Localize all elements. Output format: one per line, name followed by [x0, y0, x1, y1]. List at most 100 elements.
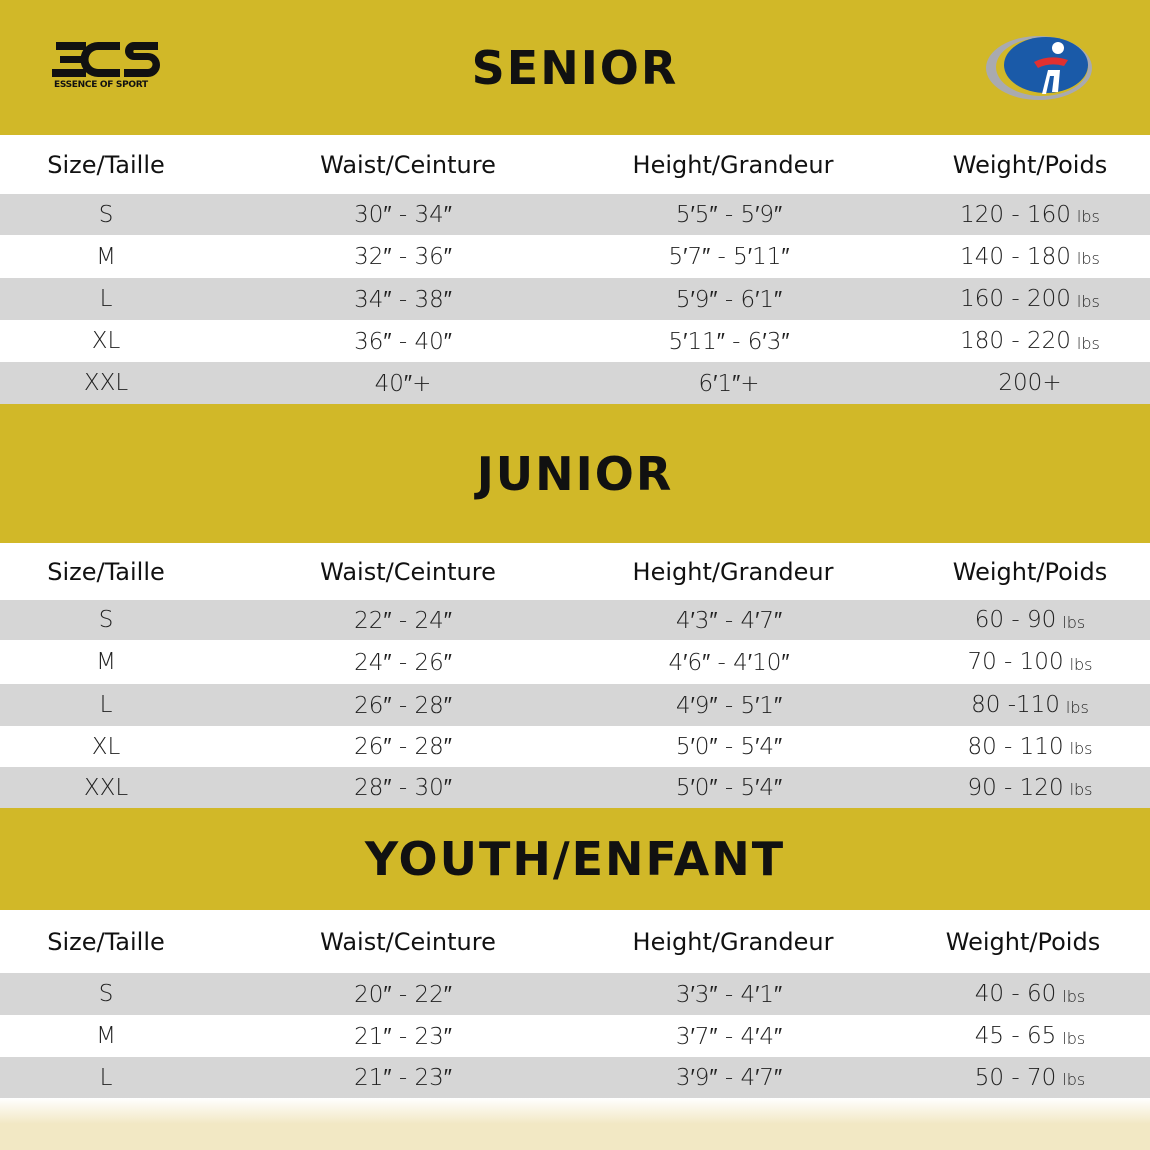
section-title: SENIOR [471, 40, 679, 95]
weight-unit: lbs [1062, 986, 1086, 1006]
table-row: S 20″ - 22″ 3′3″ - 4′1″ 40 - 60 lbs [0, 973, 1150, 1015]
weight-value: 160 - 200 [960, 286, 1071, 312]
height-cell: 5′5″ - 5′9″ [675, 202, 783, 228]
size-cell: M [96, 649, 116, 675]
weight-unit: lbs [1062, 1028, 1086, 1048]
header-height: Height/Grandeur [632, 927, 834, 956]
table-row: S 22″ - 24″ 4′3″ - 4′7″ 60 - 90 lbs [0, 600, 1150, 640]
section-band-youth-enfant: YOUTH/ENFANT [0, 808, 1150, 910]
weight-value: 40 - 60 [974, 981, 1057, 1007]
weight-unit: lbs [1069, 654, 1093, 674]
weight-value: 45 - 65 [974, 1023, 1057, 1049]
waist-cell: 26″ - 28″ [354, 692, 452, 719]
weight-cell: 90 - 120 lbs [967, 767, 1092, 808]
height-cell: 4′9″ - 5′1″ [675, 692, 783, 719]
size-cell: S [98, 201, 114, 228]
header-waist: Waist/Ceinture [320, 150, 496, 179]
section-band-senior: SENIOR [0, 0, 1150, 135]
waist-cell: 22″ - 24″ [354, 607, 452, 634]
size-cell: XXL [83, 774, 129, 801]
table-header-row: Size/Taille Waist/Ceinture Height/Grandeur… [0, 910, 1150, 973]
weight-cell: 40 - 60 lbs [975, 973, 1085, 1015]
eos-logo: ESSENCE OF SPORT [50, 40, 162, 96]
weight-cell: 180 - 220 lbs [960, 320, 1100, 362]
size-cell: S [98, 607, 114, 633]
athlete-emblem-icon [986, 36, 1092, 100]
weight-cell: 70 - 100 lbs [967, 640, 1092, 684]
table-row: M 21″ - 23″ 3′7″ - 4′4″ 45 - 65 lbs [0, 1015, 1150, 1057]
table-row: M 32″ - 36″ 5′7″ - 5′11″ 140 - 180 lbs [0, 235, 1150, 278]
size-cell: M [96, 1023, 116, 1049]
weight-cell: 80 -110 lbs [971, 684, 1089, 726]
section-title: YOUTH/ENFANT [364, 832, 786, 886]
waist-cell: 21″ - 23″ [354, 1065, 452, 1091]
weight-cell: 50 - 70 lbs [975, 1057, 1085, 1098]
header-waist: Waist/Ceinture [320, 557, 496, 586]
table-row: XL 36″ - 40″ 5′11″ - 6′3″ 180 - 220 lbs [0, 320, 1150, 362]
table-header-row: Size/Taille Waist/Ceinture Height/Grandeur… [0, 135, 1150, 194]
header-weight: Weight/Poids [952, 150, 1108, 179]
table-header-row: Size/Taille Waist/Ceinture Height/Grandeur… [0, 543, 1150, 600]
section-title: JUNIOR [476, 446, 674, 501]
weight-cell: 60 - 90 lbs [975, 600, 1085, 640]
header-size: Size/Taille [47, 557, 165, 586]
eos-tagline: ESSENCE OF SPORT [54, 80, 148, 90]
weight-unit: lbs [1076, 249, 1100, 268]
weight-cell: 80 - 110 lbs [967, 726, 1092, 767]
eos-logo-mark [52, 42, 160, 77]
height-cell: 4′6″ - 4′10″ [668, 649, 790, 676]
header-height: Height/Grandeur [632, 557, 834, 586]
header-size: Size/Taille [47, 150, 165, 179]
height-cell: 3′7″ - 4′4″ [675, 1023, 783, 1050]
weight-value: 140 - 180 [960, 243, 1071, 270]
header-weight: Weight/Poids [952, 557, 1108, 586]
waist-cell: 32″ - 36″ [354, 244, 452, 270]
height-cell: 3′9″ - 4′7″ [675, 1065, 783, 1091]
weight-value: 60 - 90 [974, 607, 1057, 633]
weight-unit: lbs [1076, 291, 1100, 311]
weight-value: 50 - 70 [974, 1064, 1057, 1091]
weight-unit: lbs [1062, 612, 1086, 632]
weight-value: 90 - 120 [967, 774, 1064, 801]
size-cell: L [99, 692, 113, 718]
height-cell: 3′3″ - 4′1″ [675, 981, 783, 1008]
weight-value: 180 - 220 [960, 328, 1071, 354]
weight-value: 80 -110 [971, 692, 1060, 718]
header-height: Height/Grandeur [632, 150, 834, 179]
height-cell: 5′9″ - 6′1″ [675, 286, 783, 313]
height-cell: 4′3″ - 4′7″ [675, 607, 783, 634]
waist-cell: 30″ - 34″ [354, 202, 452, 228]
height-cell: 5′0″ - 5′4″ [675, 734, 783, 760]
waist-cell: 36″ - 40″ [354, 328, 452, 355]
waist-cell: 20″ - 22″ [354, 981, 452, 1008]
table-row: M 24″ - 26″ 4′6″ - 4′10″ 70 - 100 lbs [0, 640, 1150, 684]
header-waist: Waist/Ceinture [320, 927, 496, 956]
size-cell: XL [91, 328, 121, 354]
height-cell: 5′11″ - 6′3″ [668, 328, 790, 355]
weight-unit: lbs [1065, 697, 1089, 717]
weight-value: 120 - 160 [960, 201, 1071, 228]
weight-cell: 120 - 160 lbs [960, 194, 1100, 235]
size-cell: L [99, 286, 113, 312]
table-row: L 21″ - 23″ 3′9″ - 4′7″ 50 - 70 lbs [0, 1057, 1150, 1098]
waist-cell: 26″ - 28″ [354, 734, 452, 760]
header-weight: Weight/Poids [945, 927, 1101, 956]
weight-unit: lbs [1069, 739, 1093, 758]
weight-value: 200+ [998, 370, 1062, 396]
weight-unit: lbs [1076, 333, 1100, 353]
weight-cell: 140 - 180 lbs [960, 235, 1100, 278]
header-size: Size/Taille [47, 927, 165, 956]
height-cell: 5′0″ - 5′4″ [675, 775, 783, 801]
table-row: XL 26″ - 28″ 5′0″ - 5′4″ 80 - 110 lbs [0, 726, 1150, 767]
footer-fade [0, 1098, 1150, 1150]
federation-logo [984, 34, 1094, 102]
size-cell: S [98, 981, 114, 1007]
weight-unit: lbs [1062, 1070, 1086, 1089]
waist-cell: 40″+ [374, 370, 432, 397]
weight-cell: 45 - 65 lbs [975, 1015, 1085, 1057]
waist-cell: 24″ - 26″ [354, 649, 452, 676]
size-cell: XL [91, 733, 121, 760]
weight-cell: 200+ [998, 362, 1061, 404]
table-row: L 26″ - 28″ 4′9″ - 5′1″ 80 -110 lbs [0, 684, 1150, 726]
weight-value: 80 - 110 [967, 733, 1064, 760]
